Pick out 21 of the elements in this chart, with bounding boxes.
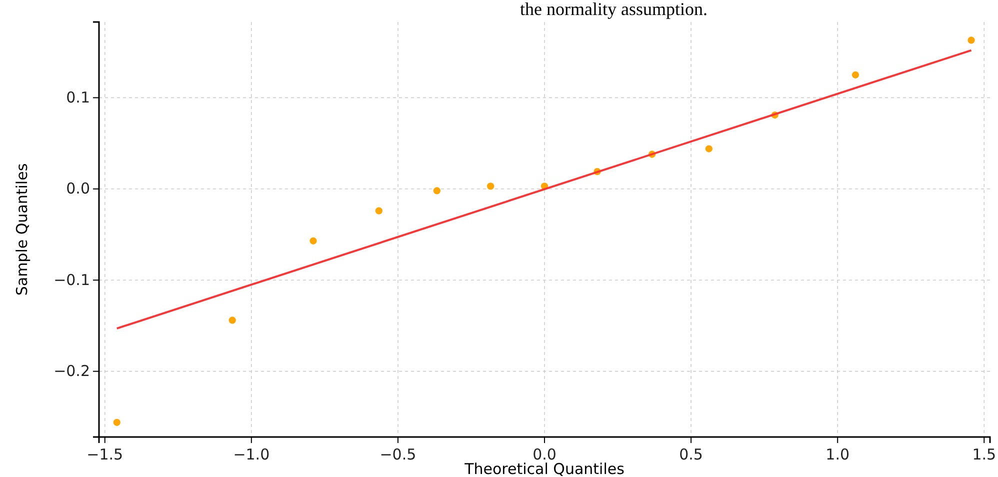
y-axis-title: Sample Quantiles [13,163,31,296]
x-tick-label: −1.0 [233,446,270,464]
point [228,316,236,324]
text: the normality assumption. [520,0,708,19]
x-tick-label: 1.5 [972,446,996,464]
point [375,207,382,214]
x-tick-label: −1.5 [86,446,124,464]
point [968,36,975,44]
y-tick-label: −0.1 [54,270,90,289]
x-tick-label: −0.5 [380,446,416,464]
point [310,237,317,244]
y-tick-label: −0.2 [54,362,90,380]
point [433,187,441,194]
y-tick-label: 0.1 [66,88,90,107]
point [705,145,712,152]
point [487,182,494,190]
y-tick-label: 0.0 [66,180,90,198]
point [113,418,120,426]
x-tick-label: 0.5 [679,446,703,464]
x-tick-label: 1.0 [826,446,850,464]
point [852,71,860,78]
